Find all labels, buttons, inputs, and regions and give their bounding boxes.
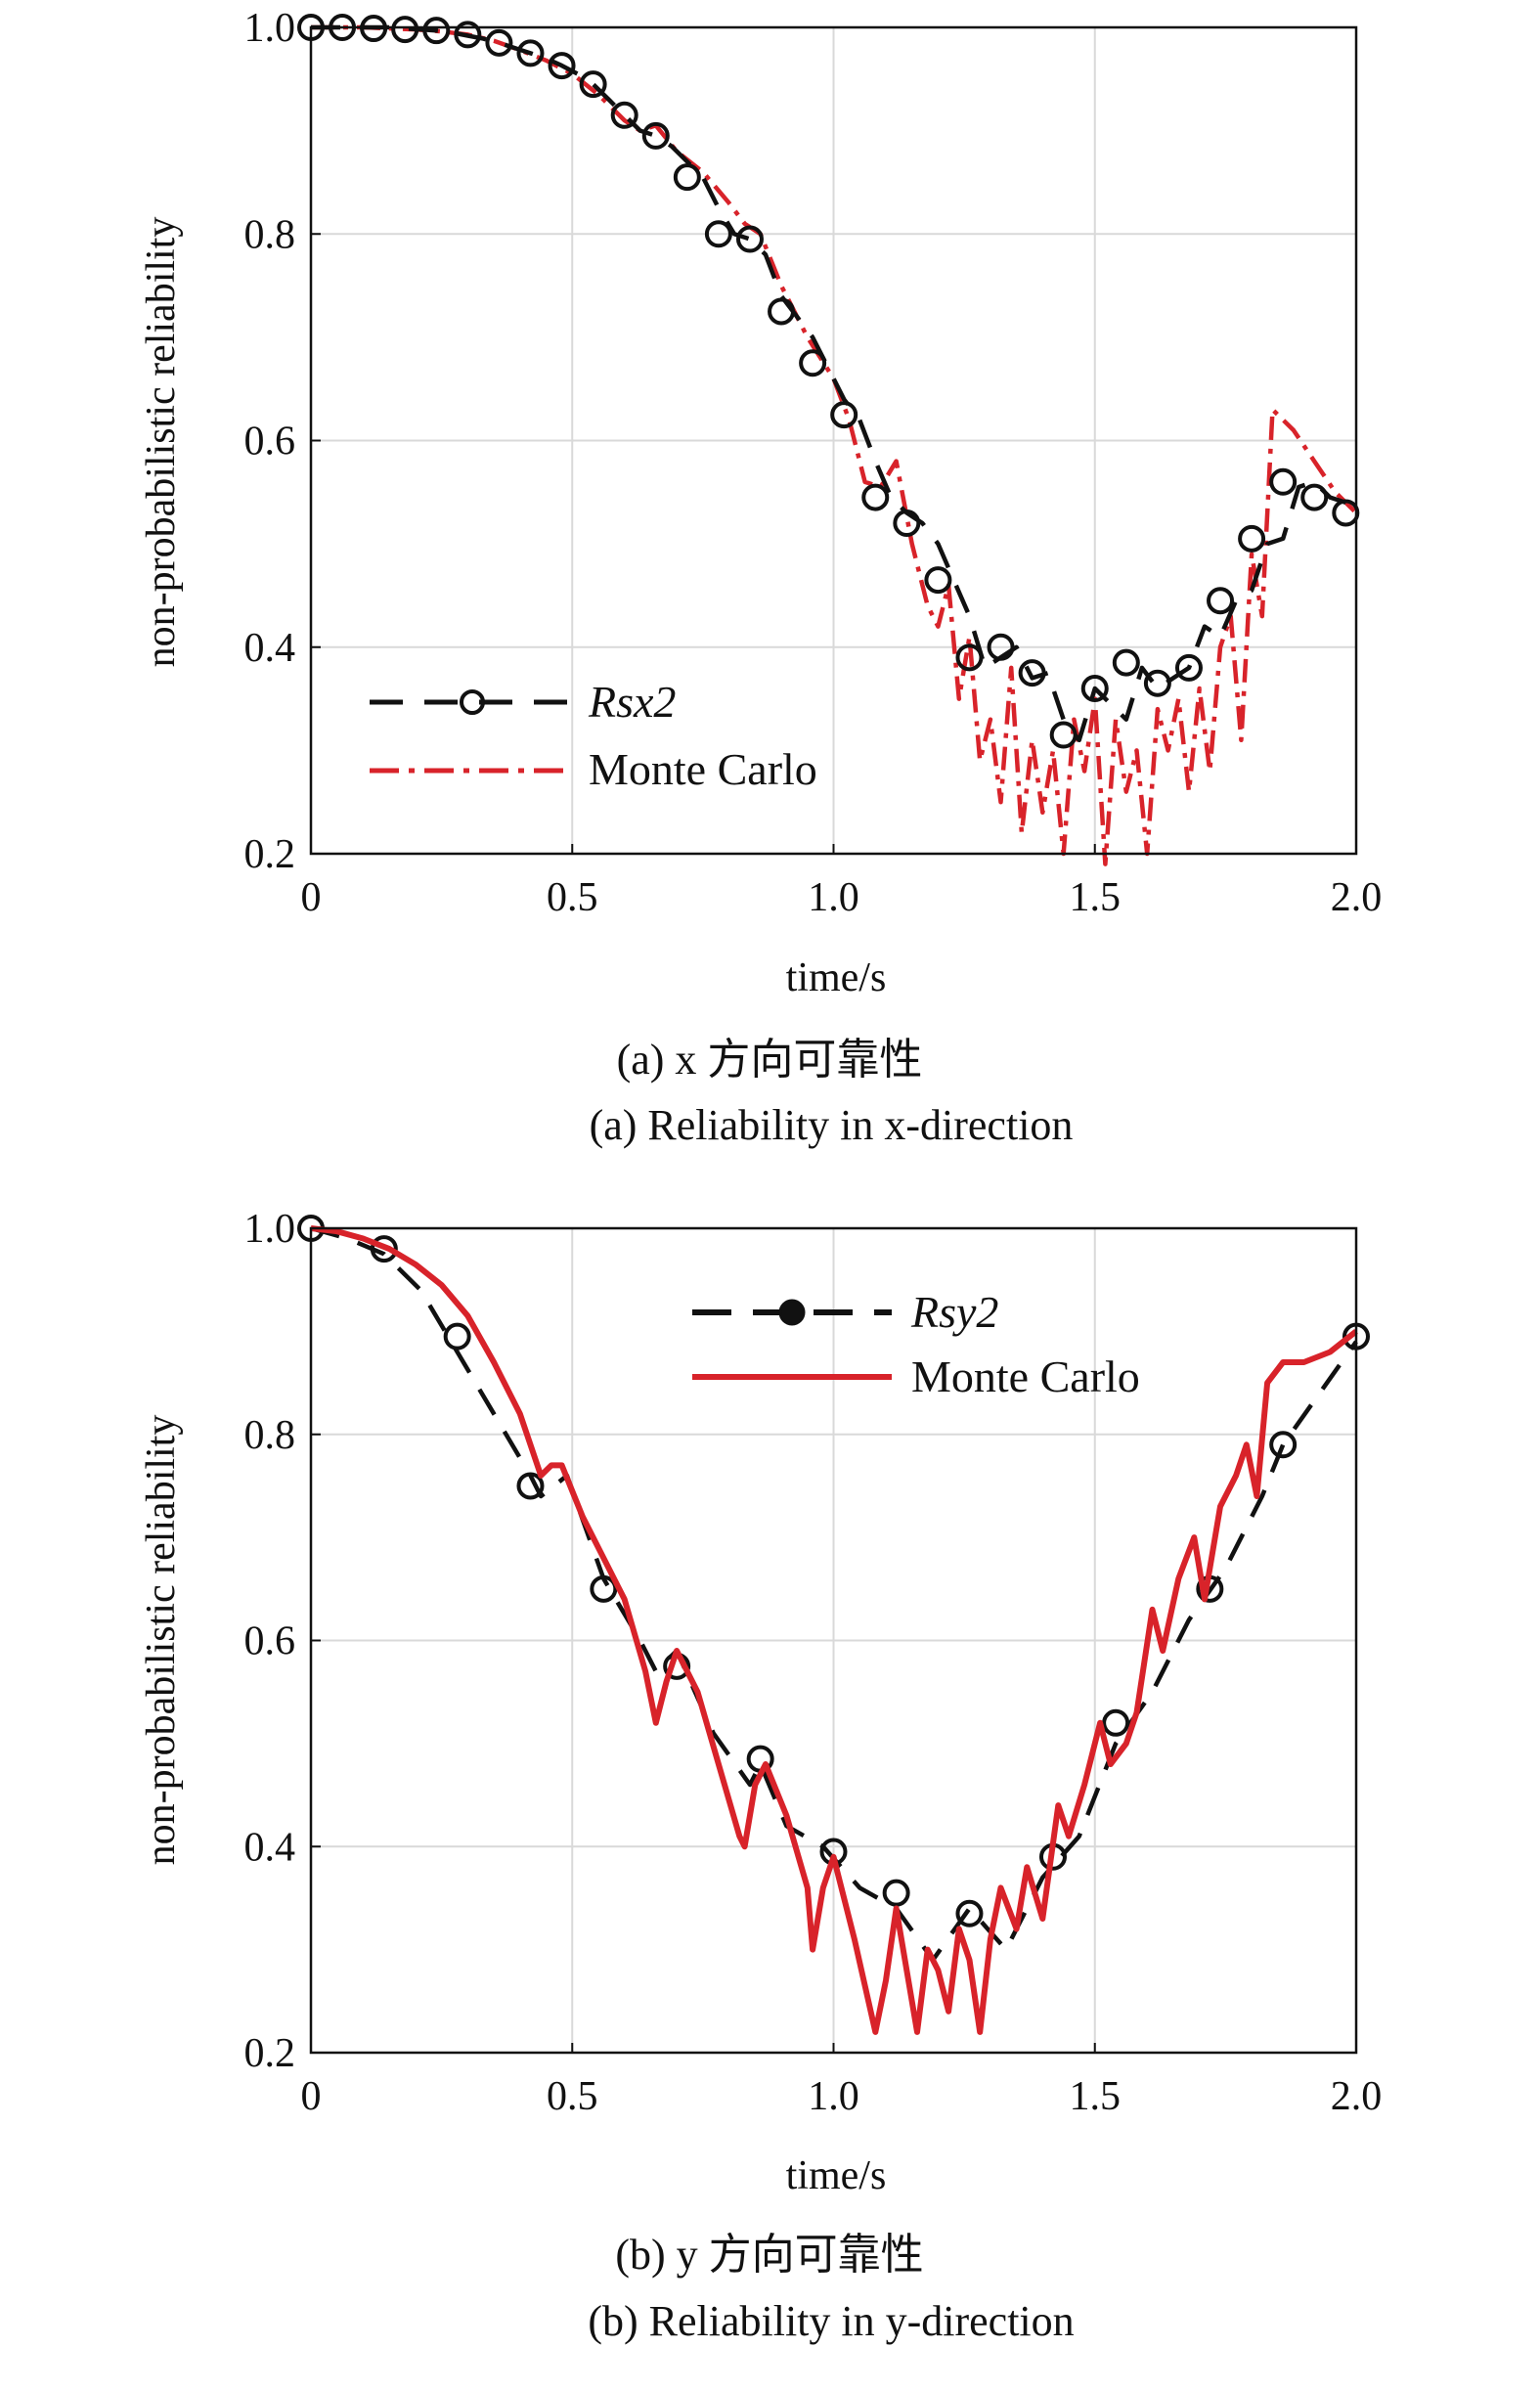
y-tick-label: 0.2 [244, 832, 296, 877]
tick-layer-a: 0 0.5 1.0 1.5 2.0 0.2 0.4 0.6 0.8 1.0 [244, 6, 1383, 920]
x-axis-label-b: time/s [786, 2153, 887, 2198]
data-point-marker [516, 39, 545, 67]
legend-label-rsy2: Rsy2 [910, 1287, 998, 1337]
data-point-marker [1269, 467, 1298, 496]
caption-cn-b: (b) y 方向可靠性 [615, 2231, 923, 2279]
data-point-marker [987, 633, 1015, 661]
x-tick-label: 0.5 [547, 2074, 598, 2119]
legend-label-rsx2: Rsx2 [588, 677, 676, 727]
y-tick-label: 0.8 [244, 1413, 296, 1458]
data-point-marker [1112, 648, 1140, 677]
data-point-marker [1049, 721, 1078, 749]
x-tick-label: 2.0 [1331, 875, 1383, 920]
legend-swatch-rsy2 [692, 1299, 892, 1326]
series-layer-b [297, 1215, 1370, 2035]
y-tick-label: 1.0 [244, 6, 296, 51]
data-point-marker [673, 163, 701, 192]
data-point-marker [924, 566, 952, 595]
data-point-marker [893, 509, 921, 537]
caption-en-a: (a) Reliability in x-direction [590, 1101, 1074, 1149]
data-point-marker [704, 220, 732, 248]
series-line-monte-carlo [310, 1225, 1358, 2035]
y-tick-label: 0.4 [244, 626, 296, 671]
y-axis-label-a: non-probabilistic reliability [139, 217, 184, 668]
y-tick-label: 0.2 [244, 2031, 296, 2076]
data-point-marker [955, 643, 984, 672]
legend-swatch-rsx2 [370, 689, 572, 715]
data-point-marker [830, 401, 858, 429]
data-point-marker [485, 28, 513, 57]
data-point-marker [768, 297, 796, 326]
data-point-marker [454, 21, 482, 49]
data-point-marker [516, 1472, 545, 1500]
series-line-rsx2 [311, 24, 1358, 743]
y-axis-label-b: non-probabilistic reliability [139, 1415, 184, 1866]
data-point-marker [641, 121, 670, 150]
data-point-marker [1300, 483, 1329, 511]
legend-label-monte-carlo-b: Monte Carlo [911, 1351, 1140, 1401]
x-tick-label: 1.5 [1070, 875, 1122, 920]
y-tick-label: 0.6 [244, 1619, 296, 1664]
x-tick-label: 1.0 [808, 875, 859, 920]
data-point-marker [1238, 524, 1266, 553]
data-point-marker [1102, 1708, 1130, 1737]
legend-b: Rsy2 Monte Carlo [692, 1287, 1140, 1401]
data-point-marker [1269, 1431, 1298, 1459]
data-point-marker [548, 52, 576, 80]
x-tick-label: 0 [301, 875, 322, 920]
data-point-marker [590, 1574, 618, 1603]
y-tick-label: 1.0 [244, 1207, 296, 1252]
chart-panel-a: 0 0.5 1.0 1.5 2.0 0.2 0.4 0.6 0.8 1.0 time/s non-… [139, 6, 1382, 1149]
x-tick-label: 0.5 [547, 875, 598, 920]
chart-panel-b: 0 0.5 1.0 1.5 2.0 0.2 0.4 0.6 0.8 1.0 time/s non-… [139, 1207, 1382, 2345]
data-point-marker [443, 1322, 471, 1351]
grid-lines-b [311, 1228, 1356, 2053]
data-point-marker [422, 17, 451, 45]
tick-layer-b: 0 0.5 1.0 1.5 2.0 0.2 0.4 0.6 0.8 1.0 [244, 1207, 1383, 2119]
caption-en-b: (b) Reliability in y-direction [588, 2297, 1074, 2345]
caption-cn-a: (a) x 方向可靠性 [617, 1036, 923, 1084]
data-point-marker [1080, 675, 1109, 702]
data-point-marker [735, 225, 764, 253]
data-point-marker [799, 349, 827, 377]
data-point-marker [1018, 659, 1046, 687]
series-line-monte-carlo [311, 24, 1358, 866]
x-tick-label: 1.0 [808, 2074, 859, 2119]
legend-a: Rsx2 Monte Carlo [370, 677, 817, 794]
y-tick-label: 0.8 [244, 212, 296, 257]
data-point-marker [882, 1879, 910, 1907]
data-point-marker [1207, 587, 1235, 615]
x-tick-label: 2.0 [1331, 2074, 1383, 2119]
data-point-marker [1174, 653, 1203, 682]
x-axis-label-a: time/s [786, 955, 887, 1000]
data-point-marker [610, 101, 638, 129]
y-tick-label: 0.4 [244, 1825, 296, 1870]
data-point-marker [370, 1235, 398, 1263]
data-point-marker [1332, 499, 1360, 527]
data-point-marker [1143, 669, 1171, 697]
series-layer-a [297, 14, 1360, 866]
x-tick-label: 0 [301, 2074, 322, 2119]
data-point-marker [861, 483, 890, 511]
data-point-marker [391, 16, 419, 44]
data-point-marker [955, 1899, 984, 1927]
x-tick-label: 1.5 [1070, 2074, 1122, 2119]
legend-label-monte-carlo-a: Monte Carlo [589, 744, 817, 794]
grid-lines-a [311, 27, 1356, 854]
y-tick-label: 0.6 [244, 420, 296, 465]
data-point-marker [579, 70, 607, 99]
